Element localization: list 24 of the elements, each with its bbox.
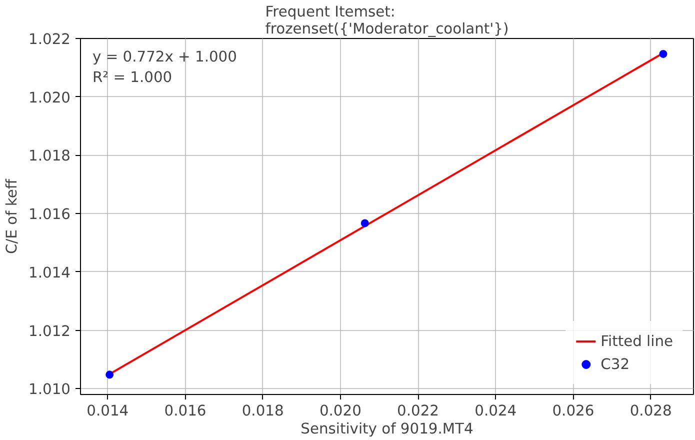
x-tick-label: 0.026 (552, 402, 594, 420)
x-tick-label: 0.020 (319, 402, 362, 420)
y-tick-label: 1.022 (28, 31, 71, 48)
x-tick-label: 0.028 (630, 402, 672, 420)
point (106, 370, 114, 379)
point (659, 50, 668, 58)
y-tick-label: 1.020 (28, 89, 71, 106)
annotation: y = 0.772x + 1.000 R² = 1.000 (92, 48, 237, 86)
x-tick-label: 0.024 (474, 402, 517, 420)
y-tick-label: 1.018 (28, 148, 71, 165)
x-tick-label: 0.014 (86, 402, 129, 420)
legend-label: C32 (600, 356, 630, 372)
x-tick-label: 0.018 (242, 402, 284, 420)
x-tick-label: 0.022 (397, 402, 440, 420)
y-axis-title: C/E of keff (4, 178, 21, 254)
x-tick-label: 0.016 (164, 402, 206, 420)
x-axis-title: Sensitivity of 9019.MT4 (300, 420, 474, 438)
y-tick-label: 1.014 (28, 264, 71, 282)
y-tick-label: 1.012 (28, 322, 71, 340)
y-tick-label: 1.016 (28, 206, 71, 224)
y-tick-label: 1.010 (28, 381, 71, 398)
point (360, 219, 369, 228)
legend-label: Fitted line (600, 332, 673, 350)
chart-title: Frequent Itemset: frozenset({'Moderator_coolant'}) (265, 4, 509, 38)
